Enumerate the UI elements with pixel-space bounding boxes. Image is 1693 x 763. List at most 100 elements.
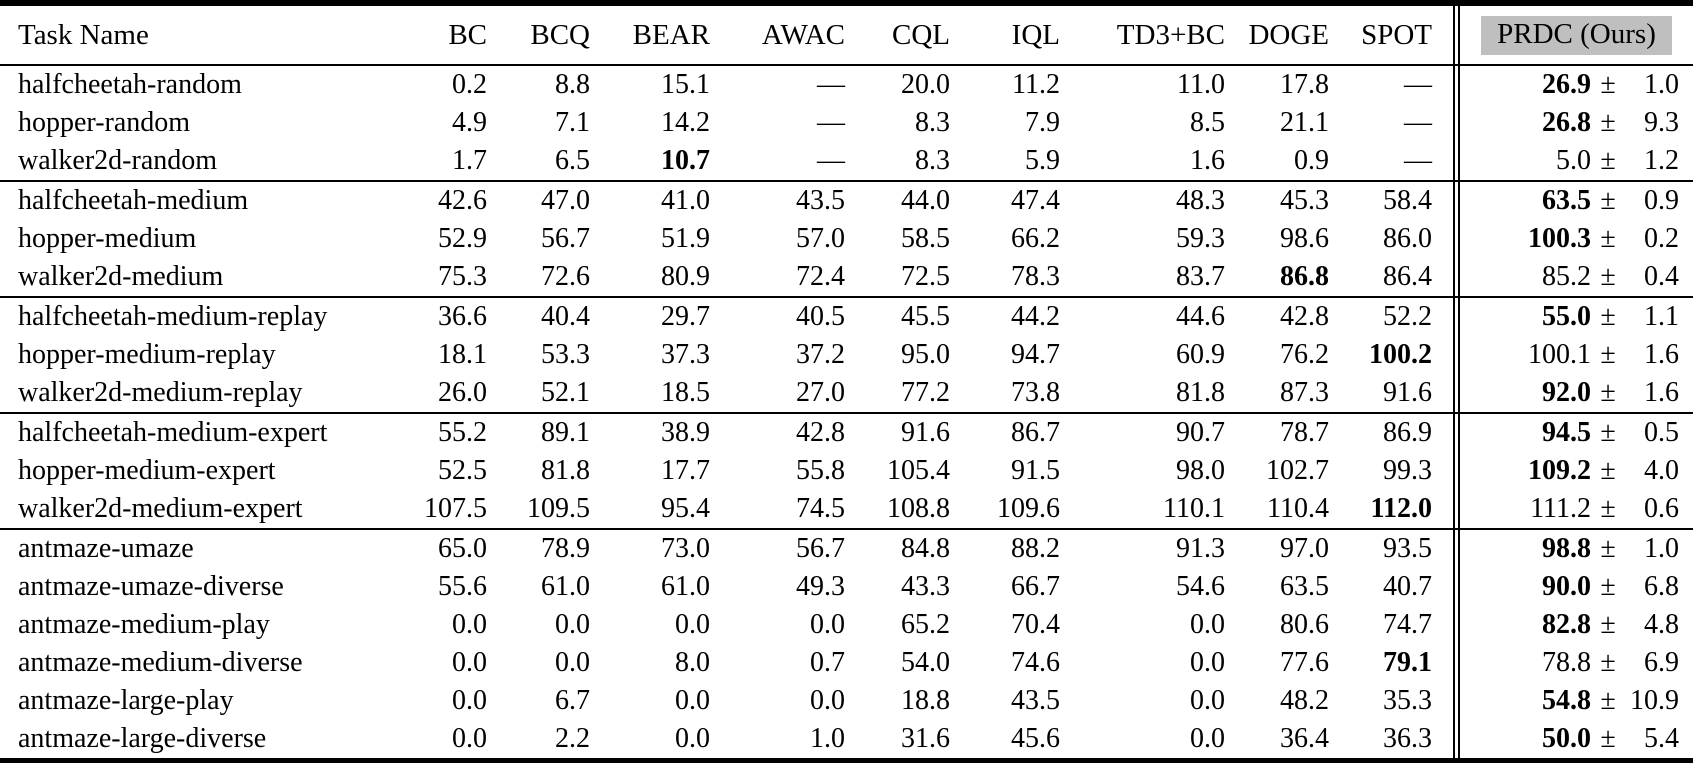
- score-cell-awac: 0.0: [810, 609, 845, 640]
- score-cell-doge: 48.2: [1280, 685, 1329, 716]
- plus-minus-sign: ±: [1600, 185, 1616, 216]
- table-row: antmaze-umaze-diverse 55.6 61.0 61.0 49.…: [0, 568, 1693, 606]
- score-cell-awac: 55.8: [796, 455, 845, 486]
- prdc-std-value: 0.4: [1644, 261, 1679, 292]
- double-rule-separator: [1432, 336, 1460, 374]
- score-cell-iql: 78.3: [1011, 261, 1060, 292]
- table-row: halfcheetah-medium-expert 55.2 89.1 38.9…: [0, 414, 1693, 452]
- score-cell-iql: 44.2: [1011, 301, 1060, 332]
- prdc-score-cell: 94.5 ± 0.5: [1460, 419, 1693, 447]
- prdc-mean-value: 100.3: [1528, 223, 1591, 254]
- score-cell-bear: 15.1: [661, 69, 710, 100]
- score-cell-cql: 95.0: [901, 339, 950, 370]
- table-row: halfcheetah-random 0.2 8.8 15.1 — 20.0 1…: [0, 66, 1693, 104]
- score-cell-awac: 0.7: [810, 647, 845, 678]
- prdc-score-cell: 78.8 ± 6.9: [1460, 649, 1693, 677]
- score-cell-awac: —: [817, 107, 845, 138]
- score-cell-bear: 51.9: [661, 223, 710, 254]
- score-cell-bcq: 52.1: [541, 377, 590, 408]
- table-row: hopper-medium-replay 18.1 53.3 37.3 37.2…: [0, 336, 1693, 374]
- score-cell-doge: 98.6: [1280, 223, 1329, 254]
- score-cell-cql: 77.2: [901, 377, 950, 408]
- task-name-cell: hopper-medium-expert: [18, 455, 276, 486]
- score-cell-doge: 21.1: [1280, 107, 1329, 138]
- score-cell-cql: 108.8: [887, 493, 950, 524]
- task-name-cell: antmaze-umaze: [18, 533, 194, 564]
- score-cell-iql: 43.5: [1011, 685, 1060, 716]
- task-name-cell: halfcheetah-random: [18, 69, 242, 100]
- score-cell-awac: 74.5: [796, 493, 845, 524]
- table-row: walker2d-medium-expert 107.5 109.5 95.4 …: [0, 490, 1693, 528]
- score-cell-bc: 0.0: [452, 647, 487, 678]
- score-cell-spot: 58.4: [1383, 185, 1432, 216]
- column-header-cql: CQL: [892, 18, 950, 51]
- task-name-cell: antmaze-large-play: [18, 685, 234, 716]
- task-name-cell: antmaze-medium-play: [18, 609, 270, 640]
- double-rule-separator: [1432, 220, 1460, 258]
- score-cell-td3bc: 0.0: [1190, 723, 1225, 754]
- score-cell-awac: —: [817, 69, 845, 100]
- plus-minus-sign: ±: [1600, 685, 1616, 716]
- score-cell-cql: 20.0: [901, 69, 950, 100]
- score-cell-spot: —: [1404, 107, 1432, 138]
- score-cell-bc: 107.5: [424, 493, 487, 524]
- score-cell-bcq: 7.1: [555, 107, 590, 138]
- prdc-score-cell: 82.8 ± 4.8: [1460, 611, 1693, 639]
- score-cell-cql: 8.3: [915, 107, 950, 138]
- plus-minus-sign: ±: [1600, 647, 1616, 678]
- score-cell-iql: 73.8: [1011, 377, 1060, 408]
- prdc-score-cell: 109.2 ± 4.0: [1460, 457, 1693, 485]
- plus-minus-sign: ±: [1600, 261, 1616, 292]
- score-cell-cql: 31.6: [901, 723, 950, 754]
- double-rule-separator: [1432, 644, 1460, 682]
- double-rule-separator: [1432, 452, 1460, 490]
- prdc-score-cell: 5.0 ± 1.2: [1460, 147, 1693, 175]
- prdc-mean-value: 54.8: [1542, 685, 1591, 716]
- double-rule-separator: [1432, 414, 1460, 452]
- score-cell-iql: 86.7: [1011, 417, 1060, 448]
- prdc-score-cell: 92.0 ± 1.6: [1460, 379, 1693, 407]
- plus-minus-sign: ±: [1600, 301, 1616, 332]
- score-cell-bcq: 0.0: [555, 609, 590, 640]
- score-cell-iql: 109.6: [997, 493, 1060, 524]
- score-cell-bear: 95.4: [661, 493, 710, 524]
- plus-minus-sign: ±: [1600, 493, 1616, 524]
- score-cell-td3bc: 1.6: [1190, 145, 1225, 176]
- score-cell-awac: 27.0: [796, 377, 845, 408]
- score-cell-spot: 86.0: [1383, 223, 1432, 254]
- score-cell-td3bc: 110.1: [1163, 493, 1225, 524]
- score-cell-doge: 102.7: [1266, 455, 1329, 486]
- score-cell-bear: 0.0: [675, 609, 710, 640]
- task-group-medium: halfcheetah-medium 42.6 47.0 41.0 43.5 4…: [0, 180, 1693, 296]
- task-group-medium-expert: halfcheetah-medium-expert 55.2 89.1 38.9…: [0, 412, 1693, 528]
- prdc-std-value: 1.0: [1644, 69, 1679, 100]
- score-cell-cql: 43.3: [901, 571, 950, 602]
- table-row: walker2d-random 1.7 6.5 10.7 — 8.3 5.9 1…: [0, 142, 1693, 180]
- score-cell-doge: 77.6: [1280, 647, 1329, 678]
- score-cell-awac: 49.3: [796, 571, 845, 602]
- score-cell-iql: 94.7: [1011, 339, 1060, 370]
- column-header-doge: DOGE: [1248, 18, 1329, 51]
- column-header-task-name: Task Name: [18, 18, 149, 51]
- score-cell-doge: 97.0: [1280, 533, 1329, 564]
- prdc-std-value: 10.9: [1630, 685, 1679, 716]
- task-group-antmaze: antmaze-umaze 65.0 78.9 73.0 56.7 84.8 8…: [0, 528, 1693, 758]
- score-cell-bear: 8.0: [675, 647, 710, 678]
- score-cell-doge: 36.4: [1280, 723, 1329, 754]
- score-cell-bc: 0.2: [452, 69, 487, 100]
- score-cell-td3bc: 0.0: [1190, 609, 1225, 640]
- double-rule-separator: [1432, 682, 1460, 720]
- plus-minus-sign: ±: [1600, 107, 1616, 138]
- score-cell-bc: 36.6: [438, 301, 487, 332]
- score-cell-bear: 18.5: [661, 377, 710, 408]
- prdc-score-cell: 50.0 ± 5.4: [1460, 725, 1693, 753]
- score-cell-spot: 36.3: [1383, 723, 1432, 754]
- score-cell-td3bc: 91.3: [1176, 533, 1225, 564]
- prdc-std-value: 9.3: [1644, 107, 1679, 138]
- score-cell-td3bc: 44.6: [1176, 301, 1225, 332]
- score-cell-cql: 58.5: [901, 223, 950, 254]
- score-cell-spot: 99.3: [1383, 455, 1432, 486]
- prdc-std-value: 6.9: [1644, 647, 1679, 678]
- prdc-std-value: 1.6: [1644, 377, 1679, 408]
